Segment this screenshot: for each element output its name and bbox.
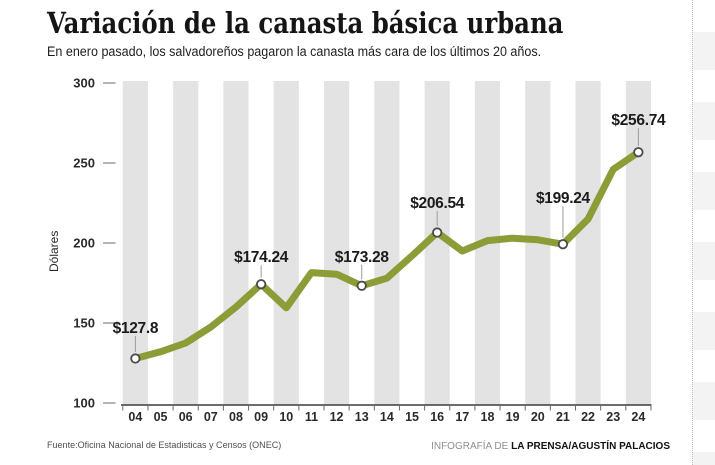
point-marker xyxy=(557,239,569,250)
x-tick-label: 23 xyxy=(606,410,620,424)
x-tick-label: 12 xyxy=(330,410,344,424)
band xyxy=(575,81,601,405)
point-value-label: $256.74 xyxy=(611,112,666,129)
x-tick-label: 16 xyxy=(430,410,444,424)
credit-line: INFOGRAFÍA DE LA PRENSA/AGUSTÍN PALACIOS xyxy=(431,441,670,452)
y-tick-label: 150 xyxy=(73,316,95,331)
credit-author: LA PRENSA/AGUSTÍN PALACIOS xyxy=(511,441,670,452)
data-point-labels: $127.8 $174.24 $173.28 $206.54 $199.24 $256.7… xyxy=(113,112,667,337)
band xyxy=(223,81,249,405)
x-tick-label: 17 xyxy=(455,410,469,424)
page-edge-decoration xyxy=(692,0,715,465)
point-value-label: $206.54 xyxy=(410,195,465,212)
band xyxy=(374,81,400,405)
band xyxy=(324,81,350,405)
point-marker xyxy=(130,353,141,364)
band xyxy=(273,81,299,405)
x-axis xyxy=(121,404,652,411)
annotation-leader-lines xyxy=(134,128,639,353)
x-tick-label: 07 xyxy=(204,410,218,424)
point-marker xyxy=(432,227,443,238)
x-tick-label: 05 xyxy=(154,410,168,424)
x-tick-label: 19 xyxy=(506,410,520,424)
x-tick-label: 13 xyxy=(355,410,369,424)
point-value-label: $127.8 xyxy=(113,320,159,337)
x-tick-label: 06 xyxy=(179,410,193,424)
credit-prefix: INFOGRAFÍA DE xyxy=(431,441,512,452)
x-tick-label: 04 xyxy=(128,410,142,424)
y-tick-label: 200 xyxy=(73,236,95,251)
y-axis-ticks xyxy=(103,82,116,404)
background-bands xyxy=(122,81,651,405)
x-tick-label: 15 xyxy=(405,410,419,424)
point-value-label: $173.28 xyxy=(335,249,390,266)
data-point-markers xyxy=(130,147,644,364)
series-polyline xyxy=(131,148,642,362)
y-tick-label: 250 xyxy=(73,156,95,171)
x-tick-label: 18 xyxy=(481,410,495,424)
point-marker xyxy=(256,279,267,290)
x-tick-label: 24 xyxy=(631,410,645,424)
x-tick-label: 22 xyxy=(581,410,595,424)
point-value-label: $199.24 xyxy=(536,190,591,207)
page-subtitle: En enero pasado, los salvadoreños pagaro… xyxy=(47,44,542,59)
x-tick-label: 08 xyxy=(229,410,243,424)
source-note: Fuente:Oficina Nacional de Estadisticas … xyxy=(47,440,282,451)
point-marker xyxy=(356,280,367,291)
x-tick-label: 20 xyxy=(531,410,545,424)
page-title: Variación de la canasta básica urbana xyxy=(47,6,564,40)
point-marker xyxy=(633,147,644,158)
x-axis-labels: 04 05 06 07 08 09 10 11 12 13 14 15 16 17 18 19 20 21 22 23… xyxy=(128,410,645,424)
point-value-label: $174.24 xyxy=(234,249,289,266)
x-tick-label: 21 xyxy=(556,410,570,424)
x-tick-label: 10 xyxy=(279,410,293,424)
y-axis-labels: 100 150 200 250 300 xyxy=(73,76,95,411)
band xyxy=(173,81,199,405)
x-tick-label: 11 xyxy=(305,410,318,424)
x-tick-label: 09 xyxy=(254,410,268,424)
y-tick-label: 100 xyxy=(73,396,95,411)
data-series-line xyxy=(131,148,642,362)
x-tick-label: 14 xyxy=(380,410,394,424)
y-tick-label: 300 xyxy=(73,76,95,91)
